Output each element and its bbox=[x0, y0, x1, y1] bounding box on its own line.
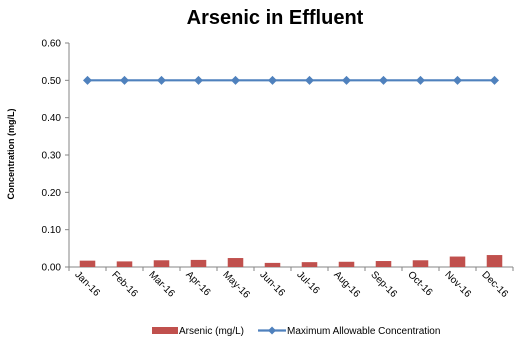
bar bbox=[375, 261, 392, 267]
bar bbox=[412, 260, 429, 267]
line-point bbox=[83, 75, 92, 85]
x-tick-label: Oct-16 bbox=[405, 269, 434, 298]
line-point bbox=[157, 75, 166, 85]
line-point bbox=[194, 75, 203, 85]
line-point bbox=[305, 75, 314, 85]
bar bbox=[116, 261, 133, 267]
bar bbox=[338, 261, 355, 267]
x-tick-label: Jan-16 bbox=[72, 269, 102, 299]
y-tick-label: 0.30 bbox=[42, 151, 62, 162]
legend-label: Maximum Allowable Concentration bbox=[287, 326, 440, 337]
legend: Arsenic (mg/L) Maximum Allowable Concentr… bbox=[152, 326, 440, 337]
plot-area: 0.00 0.10 0.20 0.30 0.40 0.50 0.60 Jan-16 Feb-16… bbox=[42, 39, 514, 301]
bar bbox=[486, 255, 503, 267]
bar bbox=[227, 258, 244, 267]
bar bbox=[449, 256, 466, 267]
x-tick-label: Jun-16 bbox=[257, 269, 287, 299]
x-tick-label: Sep-16 bbox=[368, 269, 399, 300]
y-axis-label: Concentration (mg/L) bbox=[6, 109, 16, 200]
y-tick-label: 0.50 bbox=[42, 76, 62, 87]
line-point bbox=[416, 75, 425, 85]
x-tick-label: Nov-16 bbox=[442, 269, 473, 300]
line-point bbox=[268, 75, 277, 85]
y-tick-label: 0.10 bbox=[42, 225, 62, 236]
y-tick-label: 0.20 bbox=[42, 188, 62, 199]
x-tick-label: Dec-16 bbox=[479, 269, 510, 300]
chart-title: Arsenic in Effluent bbox=[187, 7, 364, 29]
x-tick-label: Apr-16 bbox=[183, 269, 212, 298]
line-point bbox=[490, 75, 499, 85]
bar bbox=[153, 260, 170, 267]
x-tick-label: Aug-16 bbox=[331, 269, 362, 300]
line-point bbox=[120, 75, 129, 85]
y-tick-label: 0.60 bbox=[42, 39, 62, 50]
bar bbox=[190, 259, 207, 267]
legend-swatch-marker bbox=[268, 326, 277, 335]
x-tick-label: Mar-16 bbox=[146, 269, 176, 299]
x-tick-label: Jul-16 bbox=[294, 269, 321, 296]
bar bbox=[264, 262, 281, 267]
line-point bbox=[231, 75, 240, 85]
y-tick-label: 0.00 bbox=[42, 263, 62, 274]
x-tick-label: May-16 bbox=[220, 269, 252, 301]
legend-label: Arsenic (mg/L) bbox=[179, 326, 244, 337]
line-point bbox=[379, 75, 388, 85]
bar bbox=[301, 262, 318, 267]
line-point bbox=[453, 75, 462, 85]
x-tick-label: Feb-16 bbox=[109, 269, 139, 299]
line-point bbox=[342, 75, 351, 85]
bar bbox=[79, 260, 96, 267]
y-tick-label: 0.40 bbox=[42, 113, 62, 124]
legend-swatch-bar bbox=[152, 327, 178, 334]
